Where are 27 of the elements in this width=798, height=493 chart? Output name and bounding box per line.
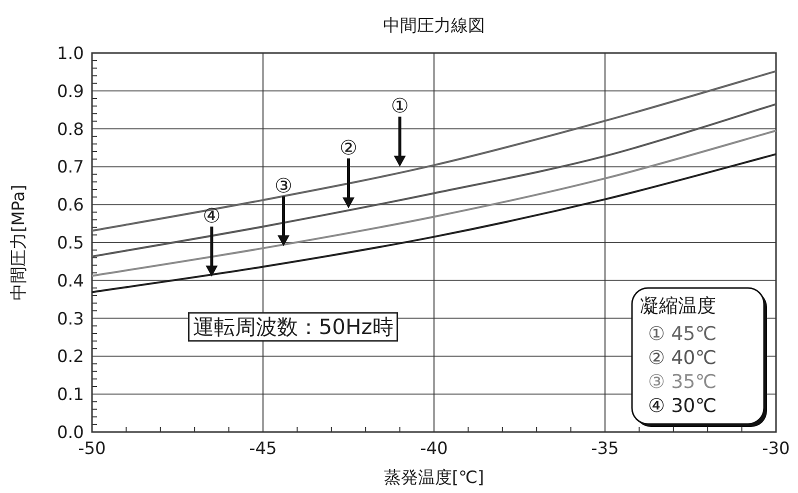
x-tick-label: -40 — [420, 439, 448, 459]
y-tick-label: 0.6 — [56, 196, 84, 216]
annotation: ③ — [274, 173, 292, 198]
line-series — [91, 153, 777, 294]
y-tick-label: 1.0 — [56, 44, 84, 64]
legend-title: 凝縮温度 — [640, 295, 716, 317]
y-axis-title: 中間圧力[MPa] — [9, 184, 29, 300]
line-series — [91, 70, 777, 232]
legend: 凝縮温度 ① 45℃ ② 40℃ ③ 35℃ ④ 30℃ — [631, 287, 767, 427]
x-axis-title: 蒸発温度[℃] — [384, 468, 484, 488]
line-series — [91, 130, 777, 277]
x-tick-label: -30 — [762, 439, 790, 459]
y-tick-label: 0.2 — [56, 347, 84, 368]
x-tick-label: -45 — [249, 439, 277, 459]
annotation: ② — [340, 135, 358, 160]
y-tick-label: 0.3 — [56, 309, 84, 330]
y-tick-label: 0.9 — [56, 82, 84, 102]
annotation: ④ — [202, 204, 221, 228]
y-tick-label: 0.8 — [56, 120, 84, 140]
y-tick-label: 0.1 — [56, 385, 84, 406]
y-tick-label: 0.4 — [56, 271, 84, 292]
y-tick-label: 0.5 — [56, 234, 84, 254]
y-tick-label: 0.7 — [56, 158, 84, 178]
x-tick-label: -35 — [591, 439, 619, 459]
annotation: ① — [390, 94, 409, 118]
chart-title: 中間圧力線図 — [383, 16, 485, 36]
annotation: 運転周波数：50Hz時 — [192, 314, 394, 339]
